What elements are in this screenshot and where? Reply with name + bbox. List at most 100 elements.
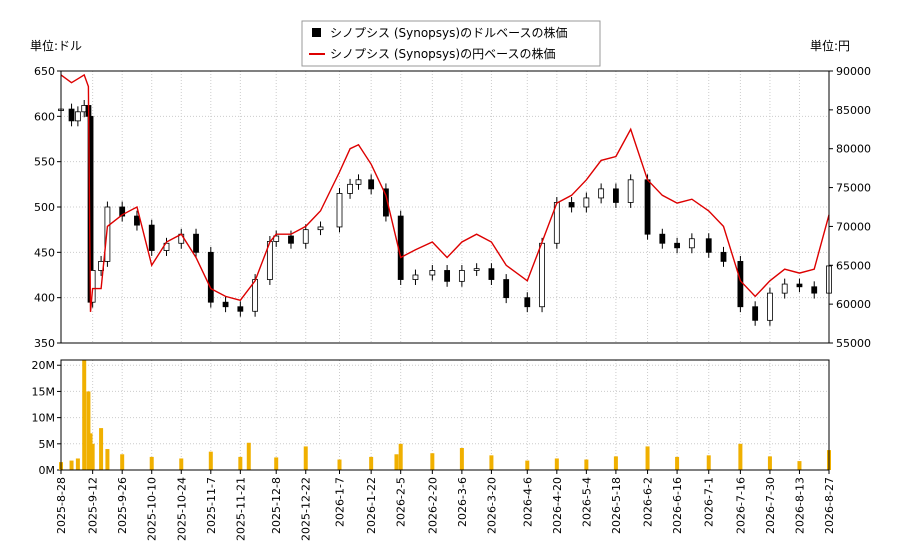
date-axis: 2025-8-28 2025-9-12 2025-9-26 2025-10-10 202…: [55, 470, 836, 541]
volume-bar: [149, 456, 154, 470]
volume-bar: [238, 456, 243, 470]
volume-bar: [120, 454, 125, 470]
candle-body: [488, 268, 495, 280]
x-tick-label: 2026-2-5: [395, 477, 408, 527]
candle-body: [429, 270, 436, 276]
candle-body: [237, 306, 244, 312]
candle-body: [473, 268, 480, 271]
candle-body: [68, 108, 75, 122]
left-tick-label: 600: [34, 110, 55, 123]
left-tick-label: 400: [34, 292, 55, 305]
candle-body: [659, 233, 666, 244]
legend: シノプシス (Synopsys)のドルベースの株価 シノプシス (Synopsy…: [301, 20, 601, 67]
x-tick-label: 2026-6-2: [642, 477, 655, 527]
right-tick-label: 90000: [836, 65, 871, 78]
volume-tick-label: 15M: [32, 385, 56, 398]
candle-body: [207, 251, 214, 303]
volume-axis: 0M 5M 10M 15M 20M: [32, 359, 61, 477]
x-tick-label: 2025-11-7: [205, 477, 218, 534]
volume-bar: [430, 453, 435, 470]
volume-bar: [86, 391, 91, 470]
x-tick-label: 2025-9-12: [87, 477, 100, 534]
volume-bar: [274, 457, 279, 470]
candle-body: [767, 292, 773, 321]
right-unit-label: 単位:円: [810, 38, 850, 53]
candle-body: [252, 279, 259, 312]
volume-bar: [69, 460, 74, 470]
legend-item-usd: シノプシス (Synopsys)のドルベースの株価: [330, 25, 567, 40]
candle-body: [811, 286, 818, 294]
candle-body: [317, 226, 324, 231]
volume-bars: [59, 360, 831, 470]
x-tick-label: 2025-10-24: [175, 477, 188, 541]
x-tick-label: 2026-8-13: [793, 477, 806, 534]
candle-body: [412, 274, 419, 280]
volume-bar: [303, 446, 308, 470]
x-tick-label: 2026-5-18: [610, 477, 623, 534]
volume-bar: [179, 458, 184, 470]
x-tick-label: 2026-4-6: [521, 477, 534, 527]
x-tick-label: 2026-5-4: [580, 477, 593, 527]
volume-bar: [525, 460, 530, 470]
legend-frame: [301, 20, 601, 67]
volume-bar: [105, 449, 110, 470]
x-tick-label: 2026-7-1: [703, 477, 716, 527]
price-frame: [60, 70, 830, 344]
left-tick-label: 550: [34, 156, 55, 169]
usd-candles: [58, 100, 832, 326]
candle-body: [444, 270, 451, 282]
x-tick-label: 2026-2-20: [426, 477, 439, 534]
candle-body: [104, 206, 111, 262]
volume-tick-label: 0M: [39, 464, 56, 477]
x-tick-label: 2025-12-22: [300, 477, 313, 541]
volume-bar: [246, 442, 251, 470]
right-tick-label: 85000: [836, 104, 871, 117]
candle-body: [688, 238, 695, 249]
volume-bar: [584, 459, 589, 470]
left-unit-label: 単位:ドル: [30, 38, 82, 53]
x-tick-label: 2026-7-16: [734, 477, 747, 534]
volume-bar: [489, 455, 494, 470]
volume-bar: [767, 456, 772, 470]
candle-body: [568, 202, 575, 208]
candle-body: [368, 179, 375, 190]
x-tick-label: 2026-7-30: [764, 477, 777, 534]
x-tick-label: 2025-10-10: [146, 477, 159, 541]
volume-bar: [337, 459, 342, 470]
left-tick-label: 350: [34, 337, 55, 350]
candle-body: [524, 297, 531, 308]
volume-bar: [554, 458, 559, 470]
candle-body: [705, 238, 712, 253]
volume-bar: [75, 458, 80, 470]
candle-body: [347, 183, 353, 194]
volume-frame: [60, 359, 830, 471]
x-tick-label: 2025-8-28: [55, 477, 68, 534]
candle-body: [583, 197, 590, 208]
candle-body: [222, 301, 229, 308]
volume-bar: [369, 456, 374, 470]
candle-body: [134, 215, 140, 226]
legend-item-jpy: シノプシス (Synopsys)の円ベースの株価: [330, 46, 555, 61]
candle-body: [355, 179, 362, 185]
candle-body: [458, 270, 465, 282]
candle-body: [598, 188, 605, 199]
candle-body: [720, 251, 727, 262]
candle-body: [613, 188, 619, 203]
x-tick-label: 2025-9-26: [116, 477, 129, 534]
right-tick-label: 80000: [836, 143, 871, 156]
candle-body: [148, 224, 155, 251]
candle-body: [752, 306, 759, 321]
right-tick-label: 70000: [836, 220, 871, 233]
volume-panel: 0M 5M 10M 15M 20M: [32, 359, 831, 477]
x-tick-label: 2025-12-8: [270, 477, 283, 534]
candle-body: [336, 192, 343, 228]
right-tick-label: 60000: [836, 298, 871, 311]
candle-body: [302, 229, 309, 244]
x-tick-label: 2026-1-7: [334, 477, 347, 527]
jpy-price-line: [60, 73, 830, 312]
candle-body: [539, 242, 545, 308]
volume-bar: [797, 461, 802, 470]
candle-body: [193, 233, 199, 253]
volume-bar: [738, 443, 743, 470]
